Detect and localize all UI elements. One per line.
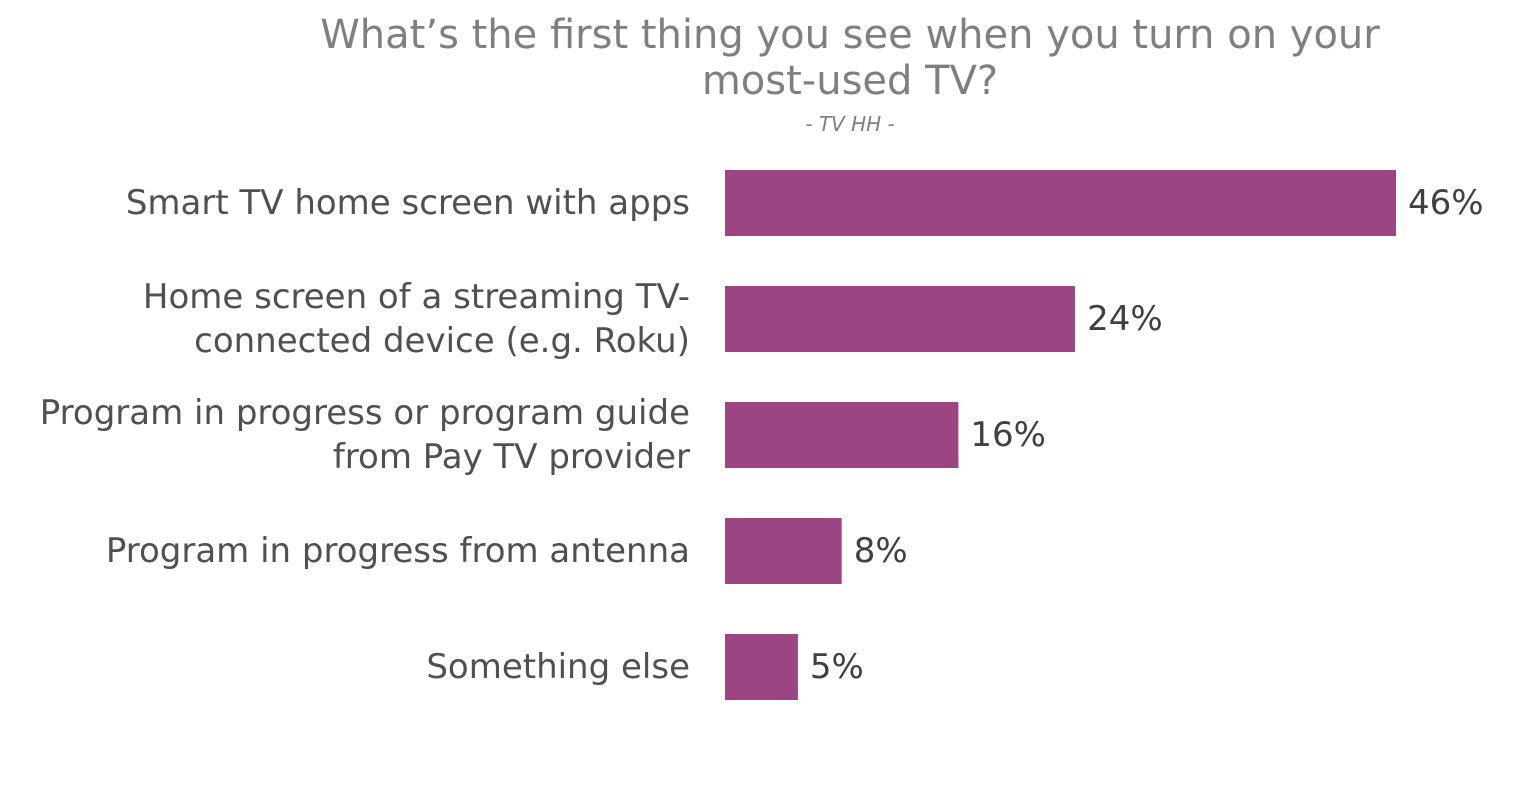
- category-label-line: Program in progress or program guide: [40, 393, 690, 433]
- category-label-2: Home screen of a streaming TV-connected …: [143, 277, 690, 361]
- category-label-5: Something else: [426, 647, 690, 687]
- chart-subtitle: - TV HH -: [805, 112, 895, 136]
- bars-layer: 46% Smart TV home screen with apps 24% Home…: [40, 170, 1484, 700]
- value-label-2: 24%: [1087, 299, 1163, 339]
- category-label-line: Home screen of a streaming TV-: [143, 277, 690, 317]
- value-label-1: 46%: [1408, 183, 1484, 223]
- category-label-3: Program in progress or program guide from…: [40, 393, 690, 477]
- category-label-line: from Pay TV provider: [333, 437, 690, 477]
- value-label-4: 8%: [854, 531, 908, 571]
- bar-1: [725, 170, 1396, 236]
- bar-3: [725, 402, 959, 468]
- bar-4: [725, 518, 842, 584]
- bar-5: [725, 634, 798, 700]
- value-label-5: 5%: [810, 647, 864, 687]
- category-label-1: Smart TV home screen with apps: [126, 183, 690, 223]
- category-label-4: Program in progress from antenna: [106, 531, 690, 571]
- category-label-line: Program in progress from antenna: [106, 531, 690, 571]
- category-label-line: Smart TV home screen with apps: [126, 183, 690, 223]
- category-label-line: Something else: [426, 647, 690, 687]
- category-label-line: connected device (e.g. Roku): [194, 321, 690, 361]
- chart-title: What’s the first thing you see when you …: [320, 12, 1380, 104]
- bar-2: [725, 286, 1076, 352]
- value-label-3: 16%: [970, 415, 1046, 455]
